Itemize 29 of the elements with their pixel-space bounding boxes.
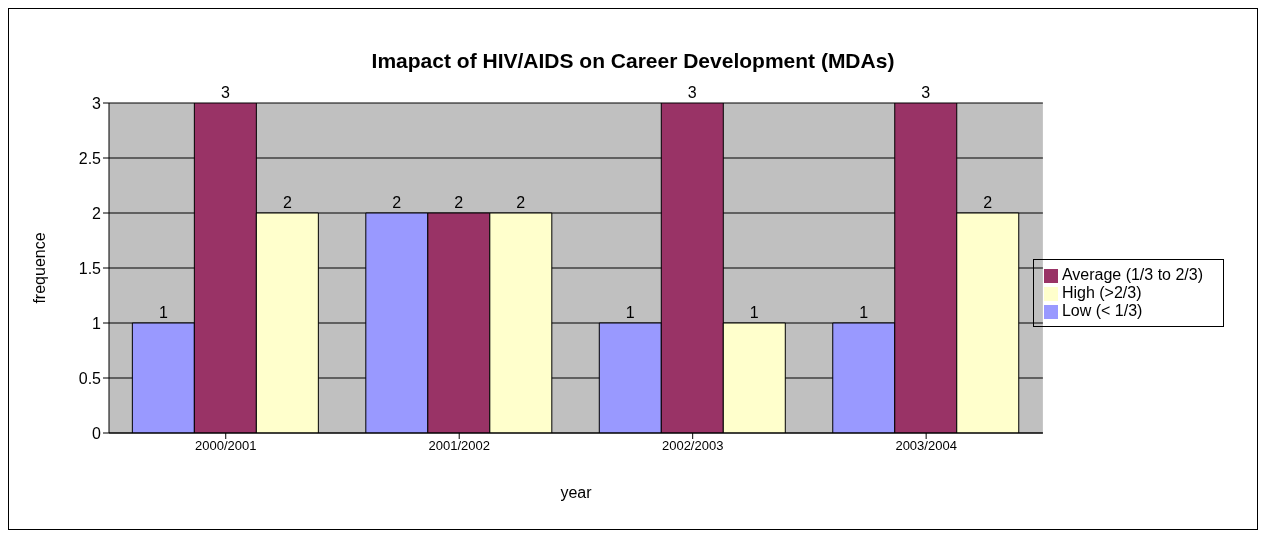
y-tick-label: 1.5 — [78, 259, 102, 277]
x-tick-label: 2001/2002 — [428, 438, 490, 454]
y-tick-label: 1 — [92, 314, 102, 332]
data-label: 3 — [687, 84, 697, 101]
data-label: 1 — [749, 304, 759, 321]
data-label: 2 — [392, 194, 402, 211]
data-label: 1 — [859, 304, 869, 321]
data-label: 1 — [625, 304, 635, 321]
y-axis-title: frequence — [30, 232, 48, 304]
data-label: 3 — [921, 84, 931, 101]
data-label: 2 — [454, 194, 464, 211]
x-tick-label: 2003/2004 — [895, 438, 957, 454]
y-tick-label: 0 — [92, 424, 102, 442]
y-tick-label: 2.5 — [78, 149, 102, 167]
data-label: 2 — [516, 194, 526, 211]
x-tick-label: 2002/2003 — [661, 438, 724, 454]
x-tick-label: 2000/2001 — [195, 438, 257, 454]
legend-label: High (>2/3) — [1061, 284, 1142, 301]
data-label: 3 — [220, 84, 230, 101]
legend-label: Average (1/3 to 2/3) — [1061, 266, 1203, 283]
data-label: 2 — [983, 194, 993, 211]
chart-title: Imapact of HIV/AIDS on Career Development (MDAs) — [370, 49, 896, 73]
data-label: 1 — [158, 304, 168, 321]
x-axis-title: year — [560, 484, 593, 501]
y-tick-label: 3 — [92, 94, 102, 112]
data-label: 2 — [282, 194, 292, 211]
legend-label: Low (< 1/3) — [1061, 302, 1143, 319]
y-tick-label: 2 — [92, 204, 102, 222]
y-tick-label: 0.5 — [78, 369, 102, 387]
